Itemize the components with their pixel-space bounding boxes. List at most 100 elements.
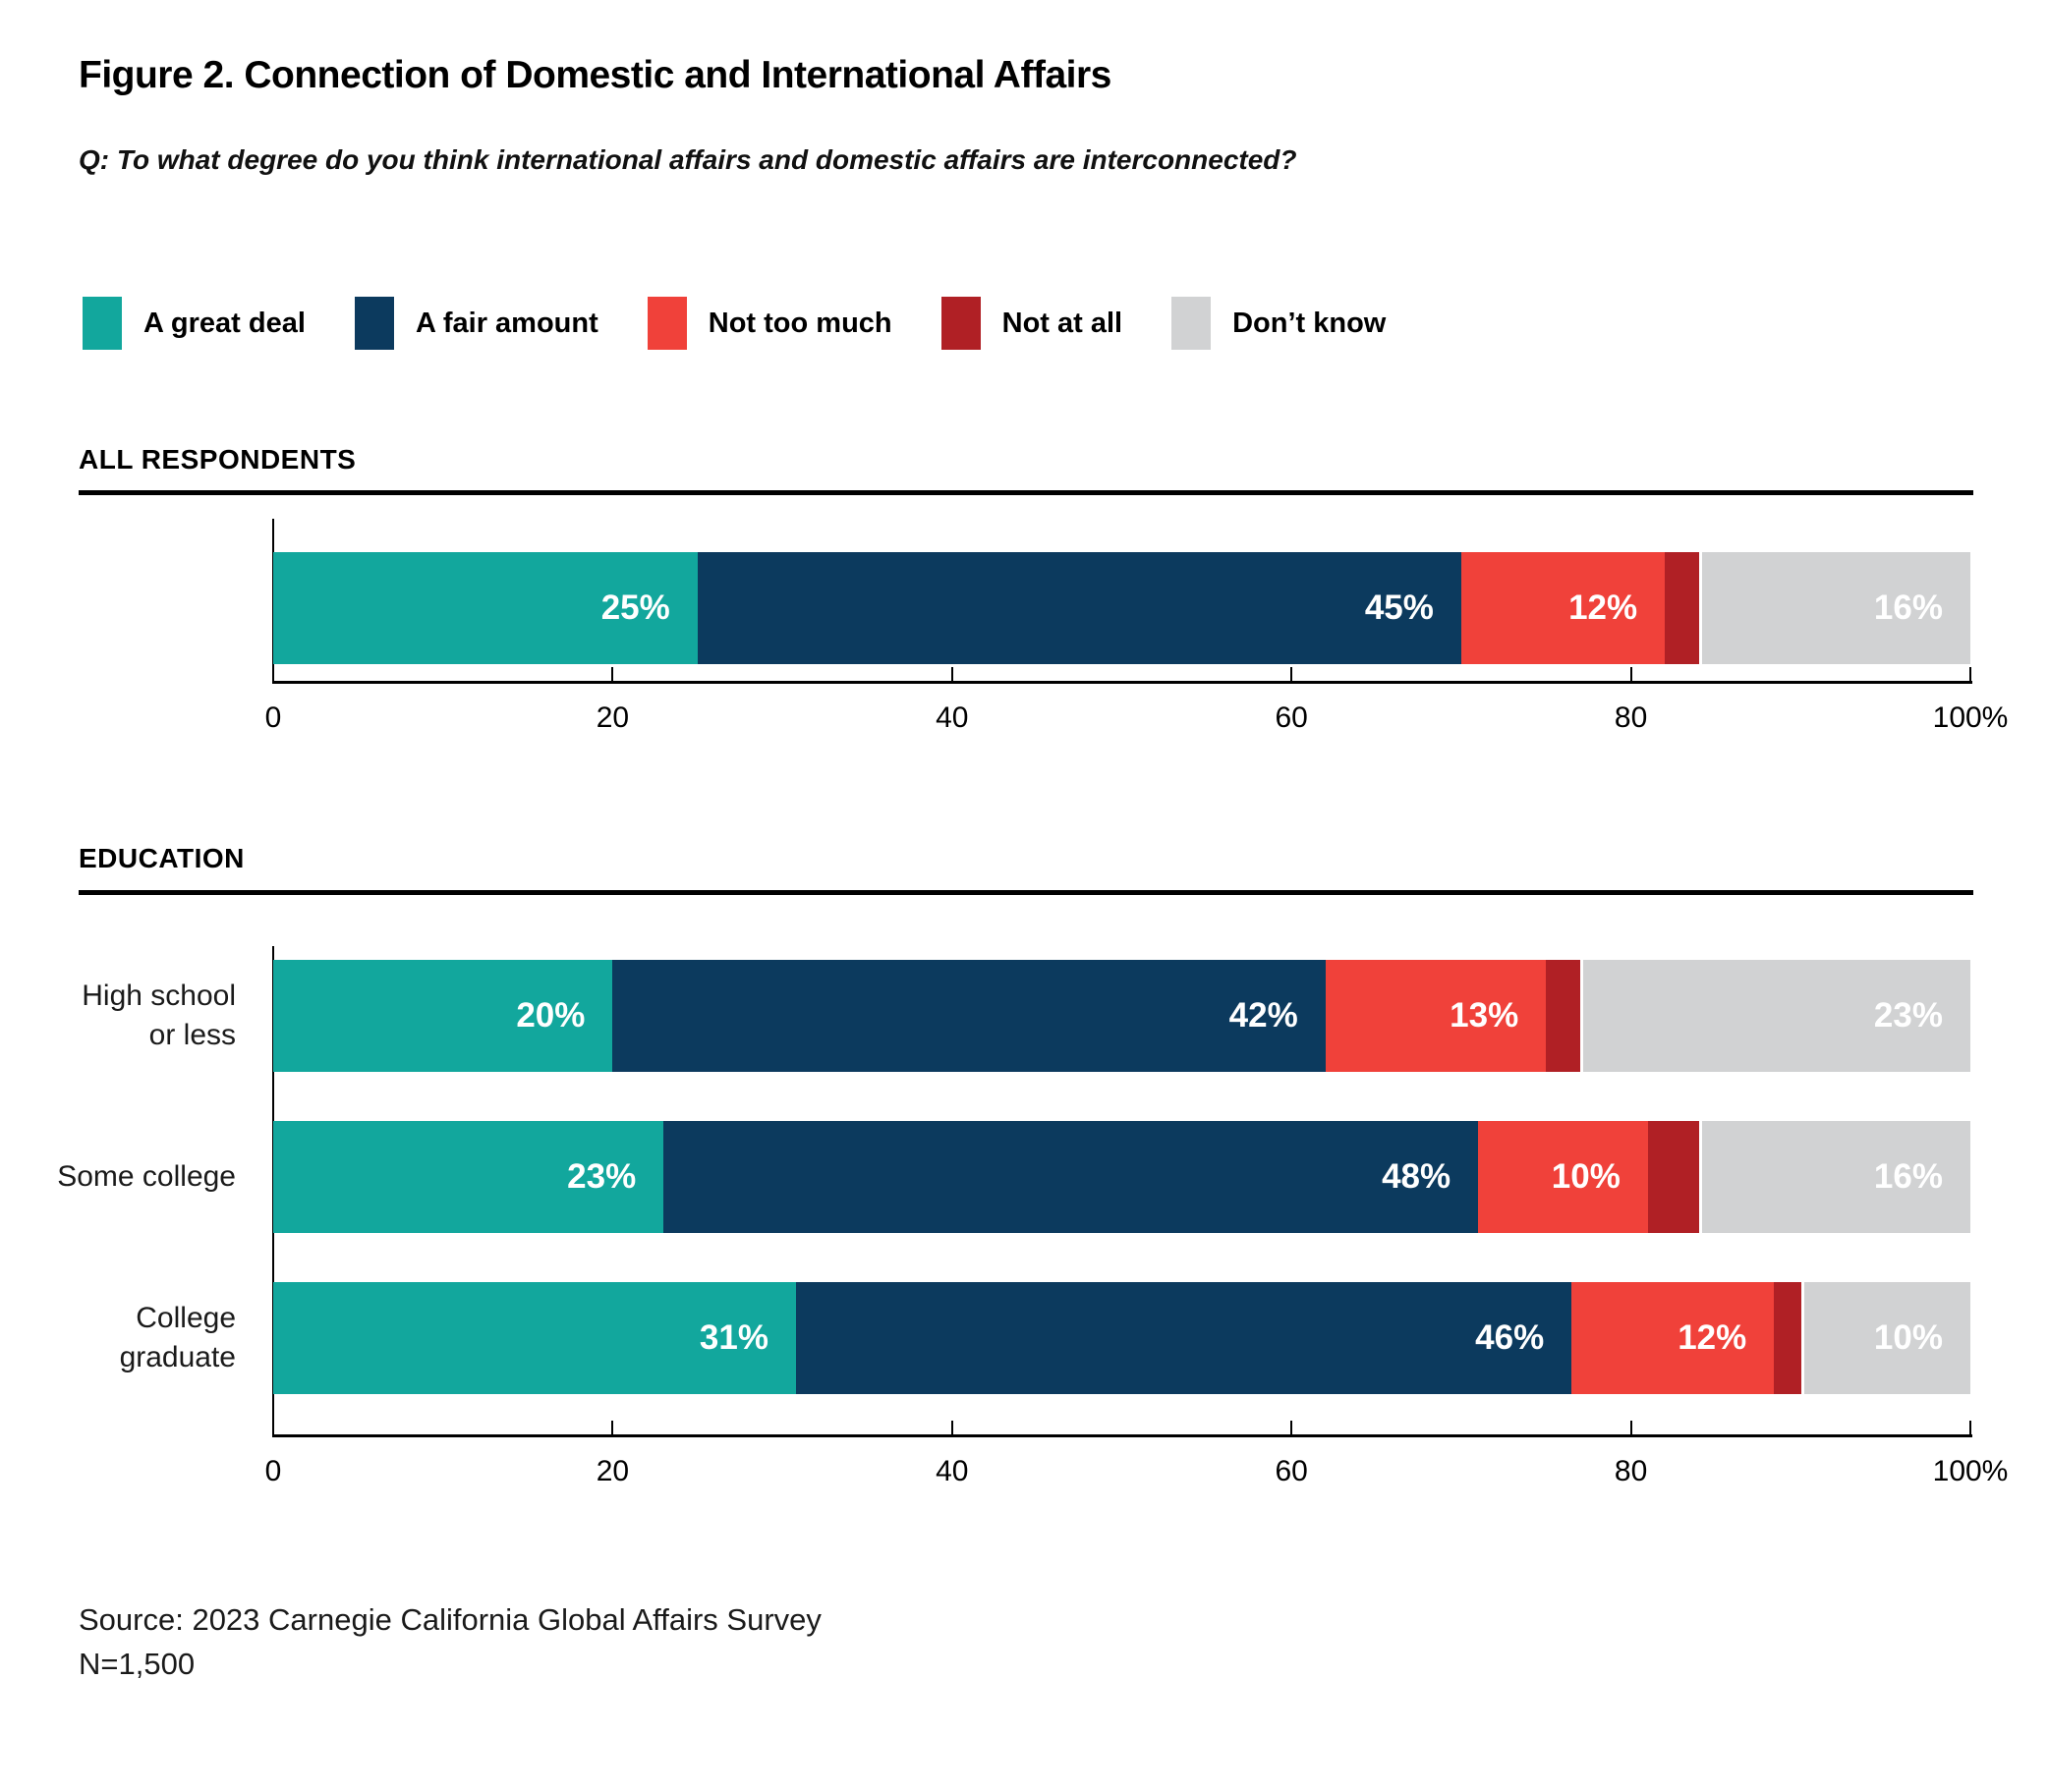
- x-axis-tick-40: [950, 1421, 953, 1434]
- bar-value-label: 12%: [1568, 588, 1638, 627]
- bar-segment-not-at-all: [1647, 1121, 1699, 1233]
- bar-value-label: 10%: [1551, 1157, 1621, 1196]
- legend-label-a-great-deal: A great deal: [143, 307, 306, 339]
- x-tick-label-0: 0: [264, 1455, 282, 1487]
- section-rule-all-respondents: [79, 490, 1973, 495]
- legend-swatch-a-great-deal: [83, 297, 122, 350]
- x-tick-label-20: 20: [596, 1455, 630, 1487]
- figure-title: Figure 2. Connection of Domestic and Int…: [79, 54, 1111, 96]
- section-title-all-respondents: ALL RESPONDENTS: [79, 444, 357, 475]
- bar-segment-not-too-much: 10%: [1478, 1121, 1648, 1233]
- bar-segment-a-great-deal: 20%: [273, 960, 613, 1072]
- x-axis-tick-40: [950, 667, 953, 681]
- source-note: Source: 2023 Carnegie California Global …: [79, 1597, 822, 1686]
- category-label-line: Some college: [57, 1160, 236, 1193]
- bar-segment-not-too-much: 12%: [1460, 552, 1666, 664]
- x-axis-tick-100: [1969, 667, 1971, 681]
- x-axis-tick-60: [1290, 1421, 1293, 1434]
- stacked-bar-college-graduate: 31% 46% 12% 10%: [273, 1282, 1970, 1394]
- x-axis-tick-80: [1629, 1421, 1632, 1434]
- bar-value-label: 25%: [600, 588, 670, 627]
- category-label-line: or less: [148, 1019, 236, 1051]
- bar-segment-don-t-know: 16%: [1698, 1121, 1970, 1233]
- x-tick-label-60: 60: [1275, 701, 1308, 734]
- category-label-line: High school: [82, 980, 236, 1012]
- x-tick-label-40: 40: [936, 1455, 969, 1487]
- source-line-2: N=1,500: [79, 1647, 196, 1681]
- bar-value-label: 20%: [516, 996, 586, 1035]
- x-tick-label-80: 80: [1614, 701, 1648, 734]
- bar-segment-don-t-know: 16%: [1698, 552, 1970, 664]
- bar-value-label: 42%: [1228, 996, 1298, 1035]
- bar-value-label: 10%: [1873, 1318, 1943, 1357]
- bar-segment-not-at-all: [1546, 960, 1580, 1072]
- bar-segment-a-great-deal: 25%: [273, 552, 698, 664]
- legend-item-not-at-all: Not at all: [940, 297, 1123, 350]
- bar-segment-don-t-know: 10%: [1801, 1282, 1970, 1394]
- legend-item-not-too-much: Not too much: [647, 297, 892, 350]
- bar-value-label: 45%: [1364, 588, 1434, 627]
- x-axis-tick-20: [611, 1421, 614, 1434]
- bar-segment-not-at-all: [1774, 1282, 1802, 1394]
- x-axis-tick-80: [1629, 667, 1632, 681]
- section-title-education: EDUCATION: [79, 843, 245, 873]
- bar-segment-a-fair-amount: 42%: [612, 960, 1326, 1072]
- x-tick-label-0: 0: [264, 701, 282, 734]
- legend-label-not-at-all: Not at all: [1001, 307, 1123, 339]
- bar-value-label: 31%: [699, 1318, 768, 1357]
- bar-segment-a-fair-amount: 48%: [663, 1121, 1479, 1233]
- x-axis-line: [273, 1434, 1972, 1437]
- legend-item-a-great-deal: A great deal: [83, 297, 306, 350]
- bar-segment-not-at-all: [1665, 552, 1699, 664]
- bar-segment-not-too-much: 12%: [1571, 1282, 1775, 1394]
- bar-value-label: 23%: [1873, 996, 1943, 1035]
- bar-value-label: 46%: [1475, 1318, 1545, 1357]
- legend-label-a-fair-amount: A fair amount: [415, 307, 598, 339]
- legend-label-not-too-much: Not too much: [708, 307, 892, 339]
- x-tick-label-100: 100%: [1932, 701, 2009, 734]
- legend-item-don-t-know: Don’t know: [1171, 297, 1386, 350]
- x-tick-label-40: 40: [936, 701, 969, 734]
- x-axis-tick-60: [1290, 667, 1293, 681]
- section-rule-education: [79, 890, 1973, 895]
- bar-value-label: 16%: [1873, 1157, 1943, 1196]
- x-tick-label-100: 100%: [1932, 1455, 2009, 1487]
- x-axis-line: [273, 681, 1972, 684]
- x-tick-label-60: 60: [1275, 1455, 1308, 1487]
- category-label-high-school-or-less: High school or less: [0, 960, 236, 1072]
- legend-swatch-not-too-much: [647, 297, 687, 350]
- bar-segment-a-great-deal: 23%: [273, 1121, 664, 1233]
- legend-item-a-fair-amount: A fair amount: [354, 297, 598, 350]
- bar-value-label: 23%: [567, 1157, 637, 1196]
- category-label-line: College: [136, 1302, 236, 1334]
- x-tick-label-20: 20: [596, 701, 630, 734]
- bar-segment-not-too-much: 13%: [1325, 960, 1547, 1072]
- bar-segment-a-fair-amount: 45%: [697, 552, 1461, 664]
- source-line-1: Source: 2023 Carnegie California Global …: [79, 1602, 822, 1637]
- survey-question: Q: To what degree do you think internati…: [79, 144, 1297, 175]
- legend: A great deal A fair amount Not too much Not…: [83, 297, 1386, 350]
- category-label-college-graduate: College graduate: [0, 1282, 236, 1394]
- bar-segment-don-t-know: 23%: [1579, 960, 1970, 1072]
- bar-value-label: 16%: [1873, 588, 1943, 627]
- stacked-bar-high-school-or-less: 20% 42% 13% 23%: [273, 960, 1970, 1072]
- category-label-line: graduate: [119, 1341, 236, 1373]
- stacked-bar-some-college: 23% 48% 10% 16%: [273, 1121, 1970, 1233]
- legend-swatch-a-fair-amount: [354, 297, 394, 350]
- x-tick-label-80: 80: [1614, 1455, 1648, 1487]
- stacked-bar-all-respondents: 25% 45% 12% 16%: [273, 552, 1970, 664]
- x-axis-tick-100: [1969, 1421, 1971, 1434]
- bar-segment-a-fair-amount: 46%: [795, 1282, 1572, 1394]
- bar-value-label: 13%: [1450, 996, 1519, 1035]
- bar-value-label: 12%: [1678, 1318, 1747, 1357]
- x-axis-tick-20: [611, 667, 614, 681]
- legend-swatch-don-t-know: [1171, 297, 1212, 350]
- bar-value-label: 48%: [1382, 1157, 1451, 1196]
- category-label-some-college: Some college: [0, 1121, 236, 1233]
- legend-swatch-not-at-all: [940, 297, 981, 350]
- bar-segment-a-great-deal: 31%: [273, 1282, 796, 1394]
- legend-label-don-t-know: Don’t know: [1232, 307, 1387, 339]
